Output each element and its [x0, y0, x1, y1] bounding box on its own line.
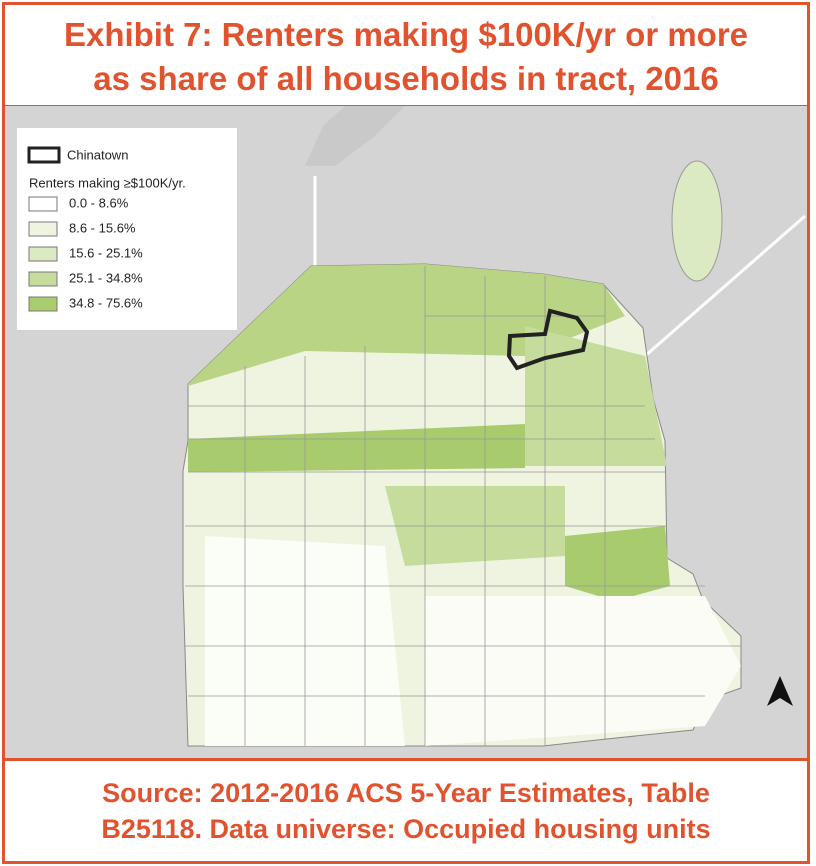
legend-swatch	[28, 271, 58, 287]
map: Chinatown Renters making ≥$100K/yr. 0.0 …	[5, 106, 807, 760]
bridge	[644, 214, 806, 358]
legend-swatch	[28, 246, 58, 262]
legend-label: 25.1 - 34.8%	[69, 270, 143, 285]
title-line: Exhibit 7: Renters making $100K/yr or mo…	[63, 16, 749, 53]
chinatown-outline	[506, 308, 590, 371]
source-line: B25118. Data universe: Occupied housing …	[101, 814, 711, 844]
title-box: Exhibit 7: Renters making $100K/yr or mo…	[2, 2, 810, 108]
legend-label: 8.6 - 15.6%	[69, 220, 136, 235]
legend-swatch	[28, 296, 58, 312]
zone	[188, 424, 525, 472]
source-line: Source: 2012-2016 ACS 5-Year Estimates, …	[102, 778, 710, 808]
map-panel: Chinatown Renters making ≥$100K/yr. 0.0 …	[2, 106, 810, 760]
title-line: as share of all households in tract, 201…	[93, 60, 719, 97]
legend: Chinatown Renters making ≥$100K/yr. 0.0 …	[17, 128, 237, 330]
marin-land	[305, 106, 405, 166]
source-box: Source: 2012-2016 ACS 5-Year Estimates, …	[2, 758, 810, 864]
north-arrow	[767, 676, 793, 706]
legend-label: 15.6 - 25.1%	[69, 245, 143, 260]
legend-swatch	[28, 221, 58, 237]
legend-label: 0.0 - 8.6%	[69, 195, 129, 210]
legend-outline-swatch	[27, 146, 61, 164]
legend-title: Renters making ≥$100K/yr.	[29, 175, 186, 190]
tract-lines	[185, 266, 741, 746]
zone	[525, 326, 667, 466]
zone	[425, 596, 741, 746]
legend-swatch	[28, 196, 58, 212]
zone	[565, 526, 670, 601]
legend-label: 34.8 - 75.6%	[69, 295, 143, 310]
zone	[188, 264, 625, 386]
island	[671, 160, 723, 282]
legend-label: Chinatown	[67, 147, 128, 162]
